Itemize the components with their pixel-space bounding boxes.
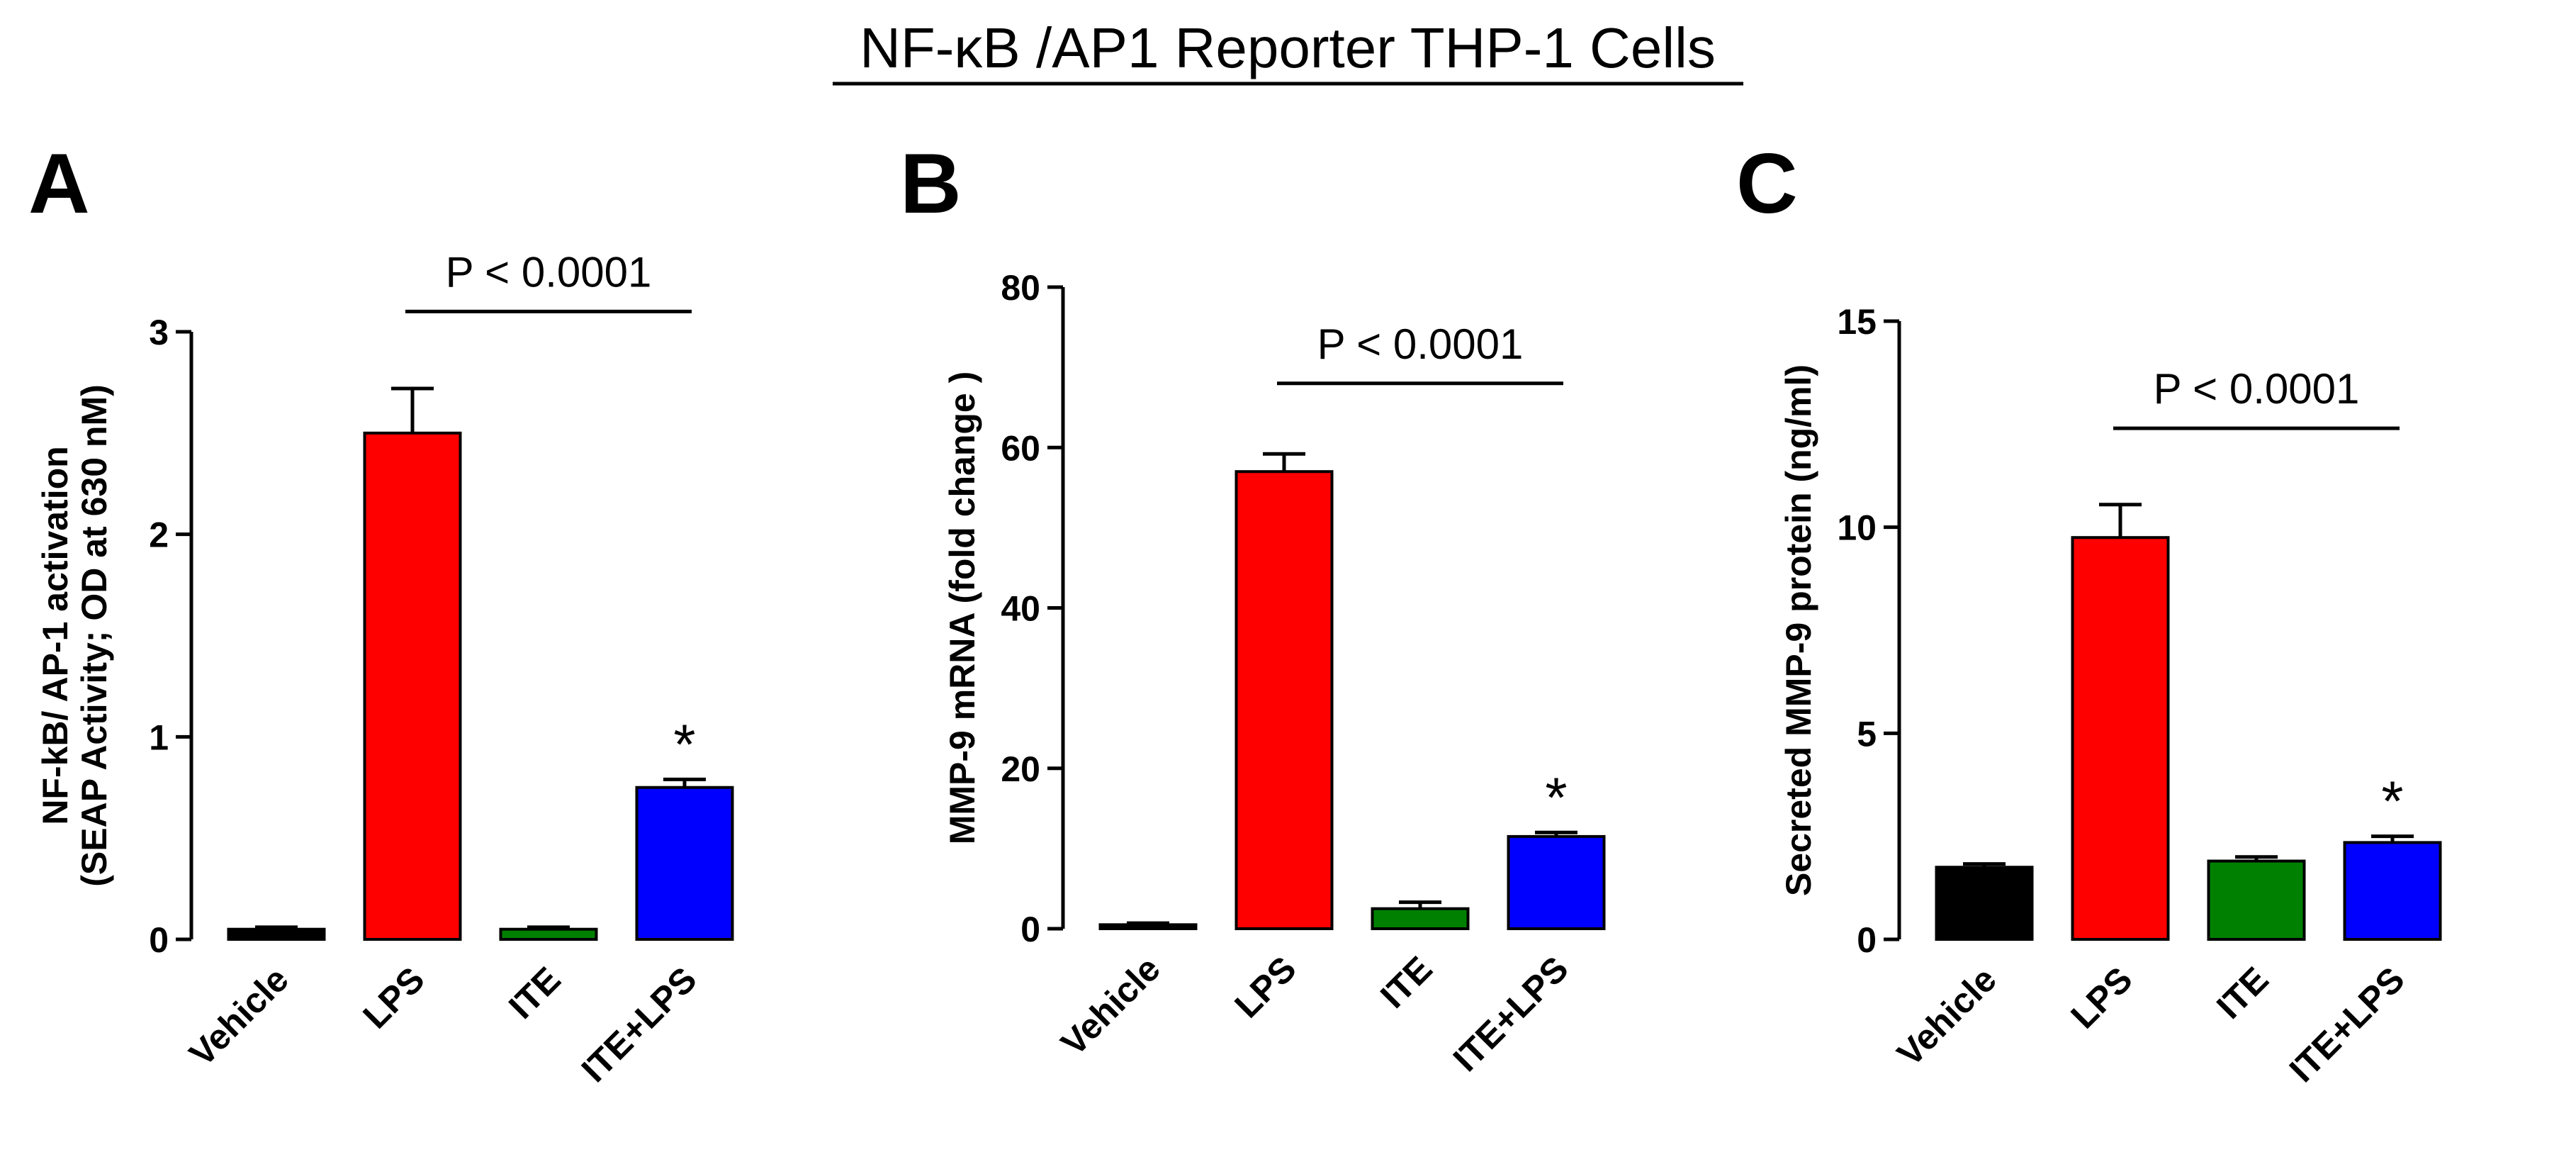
panel-letter: C: [1736, 136, 1798, 231]
significance-label: P < 0.0001: [2154, 365, 2360, 413]
category-label: LPS: [2063, 959, 2139, 1036]
bar-vehicle: [1935, 866, 2034, 941]
bar-vehicle: [227, 927, 326, 941]
y-tick-label: 2: [149, 515, 169, 555]
y-axis-title: Secreted MMP-9 protein (ng/ml): [1779, 364, 1818, 896]
category-label: ITE+LPS: [2282, 959, 2412, 1090]
bar-ite: [499, 927, 598, 941]
bar-ite-lps: [2343, 841, 2442, 941]
bar-lps: [1234, 470, 1334, 930]
panel-letter: A: [28, 136, 90, 231]
panel-letter: B: [900, 136, 962, 231]
bar-lps: [2071, 536, 2170, 941]
bar-ite-lps: [635, 786, 734, 941]
category-label: ITE: [2209, 959, 2276, 1027]
panel-b: B 0 20 40 60 80 MMP-9 mRNA (fold change ) Vehi…: [900, 136, 1606, 1079]
y-axis-title: MMP-9 mRNA (fold change ): [943, 371, 982, 845]
panel-c: C 0 5 10 15 Secreted MMP-9 protein (ng/ml) Ve…: [1736, 136, 2442, 1090]
y-tick-label: 80: [1001, 268, 1040, 308]
y-tick-label: 10: [1837, 508, 1877, 548]
bar-lps: [363, 431, 462, 941]
category-label: ITE+LPS: [1446, 949, 1576, 1079]
category-label: Vehicle: [1889, 959, 2003, 1073]
y-tick-label: 20: [1001, 749, 1040, 789]
category-label: Vehicle: [181, 959, 296, 1073]
significance-label: P < 0.0001: [1317, 320, 1524, 368]
bar-ite-lps: [1507, 834, 1606, 930]
category-label: ITE: [501, 959, 568, 1027]
y-tick-label: 60: [1001, 428, 1040, 468]
significance-star: *: [673, 712, 695, 776]
bar-ite: [1371, 907, 1470, 930]
category-label: ITE+LPS: [574, 959, 704, 1090]
category-label: LPS: [355, 959, 432, 1036]
y-tick-label: 1: [149, 717, 169, 757]
category-label: ITE: [1373, 949, 1440, 1016]
panel-a: A 0 1 2 3 NF-kB/ AP-1 activation (SEAP Activi…: [28, 136, 734, 1090]
figure-title: NF-κB /AP1 Reporter THP-1 Cells: [860, 16, 1716, 79]
bar-vehicle: [1098, 923, 1198, 930]
y-tick-label: 40: [1001, 589, 1040, 629]
y-tick-label: 0: [1857, 920, 1877, 960]
significance-label: P < 0.0001: [446, 248, 652, 296]
y-tick-label: 3: [149, 313, 169, 352]
y-axis-title: NF-kB/ AP-1 activation: [35, 446, 75, 825]
y-axis-title-line2: (SEAP Activity; OD at 630 nM): [74, 384, 114, 887]
significance-star: *: [2381, 770, 2403, 833]
y-tick-label: 15: [1837, 302, 1877, 342]
category-label: Vehicle: [1053, 949, 1167, 1063]
y-tick-label: 0: [1020, 910, 1040, 949]
y-tick-label: 5: [1857, 714, 1877, 754]
y-tick-label: 0: [149, 920, 169, 960]
significance-star: *: [1545, 766, 1567, 829]
category-label: LPS: [1227, 949, 1303, 1025]
bar-ite: [2207, 859, 2306, 941]
